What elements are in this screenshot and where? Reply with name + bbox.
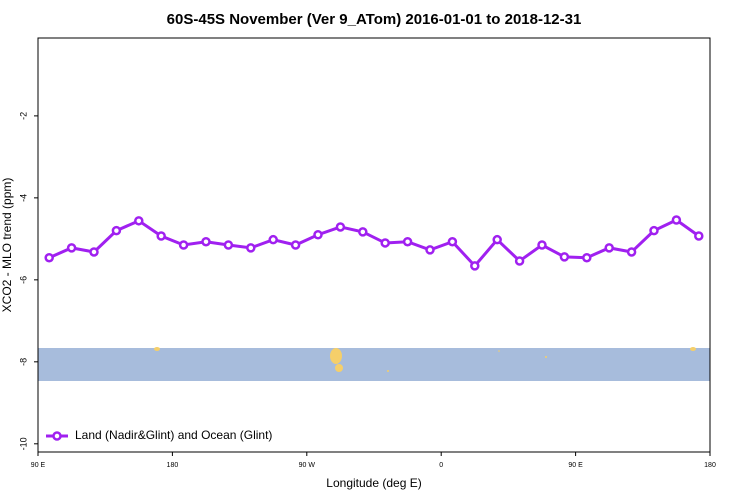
point [358,227,368,237]
point [402,236,413,247]
point [89,247,99,257]
legend-marker [52,431,62,441]
x-tick-label: 0 [439,462,443,469]
point [268,234,278,245]
y-tick-label: -8 [18,358,28,366]
point [626,247,637,257]
y-tick-label: -4 [18,194,28,202]
point [201,236,211,247]
x-tick-label: 180 [167,462,179,469]
point [223,240,234,250]
point [694,231,704,241]
point [134,216,144,226]
land-spots [154,347,696,372]
point [246,243,256,253]
map-band [38,348,710,381]
point [335,222,346,232]
y-tick-label: -10 [18,437,28,450]
point [649,225,659,236]
point [44,252,54,263]
plot-frame [37,37,711,453]
y-axis-label: XCO2 - MLO trend (ppm) [0,178,14,313]
point [156,231,166,241]
x-tick-label: 90 E [31,462,46,469]
point [66,243,77,253]
point [290,240,301,250]
point [425,245,435,255]
chart-title: 60S-45S November (Ver 9_ATom) 2016-01-01… [167,11,582,28]
x-axis-label: Longitude (deg E) [326,476,421,490]
point [447,236,458,247]
point [178,240,189,250]
point [604,243,614,253]
point [470,261,480,271]
point [671,215,682,225]
series-line [48,218,700,269]
point [111,225,122,236]
point [582,252,592,263]
y-tick-label: -6 [18,276,28,284]
y-tick-label: -2 [18,112,28,120]
point [537,240,547,250]
point [514,256,525,266]
legend-label: Land (Nadir&Glint) and Ocean (Glint) [75,428,272,442]
x-tick-label: 90 W [299,462,316,469]
x-tick-label: 90 E [568,462,583,469]
point [559,252,570,262]
point [492,234,502,245]
point [380,238,390,248]
point [313,230,323,240]
x-tick-label: 180 [704,462,716,469]
